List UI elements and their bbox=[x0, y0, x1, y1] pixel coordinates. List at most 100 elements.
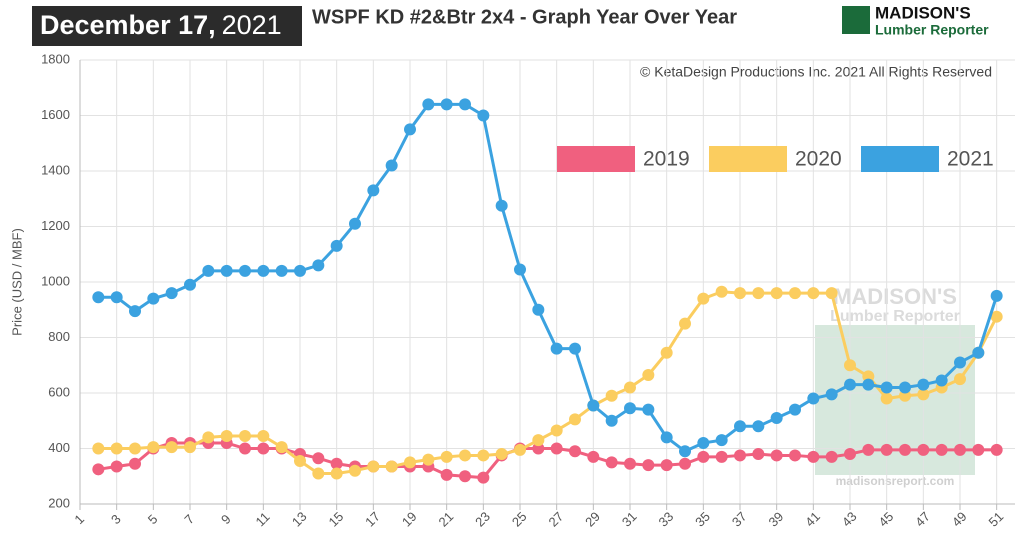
data-point bbox=[990, 310, 1003, 323]
data-point bbox=[715, 434, 728, 447]
logo-top: MADISON'S bbox=[875, 3, 971, 22]
data-point bbox=[514, 443, 526, 456]
date-box bbox=[32, 6, 302, 46]
data-point bbox=[349, 217, 361, 230]
data-point bbox=[312, 259, 325, 272]
data-point bbox=[624, 402, 636, 415]
data-point bbox=[807, 450, 820, 463]
y-tick-label: 1000 bbox=[41, 273, 70, 288]
watermark-text: Lumber Reporter bbox=[830, 308, 960, 325]
x-tick-label: 5 bbox=[145, 511, 161, 527]
data-point bbox=[697, 450, 710, 463]
legend-label: 2020 bbox=[795, 148, 842, 171]
x-tick-label: 35 bbox=[692, 509, 713, 530]
data-point bbox=[275, 441, 288, 454]
data-point bbox=[587, 450, 600, 463]
x-tick-label: 1 bbox=[71, 511, 87, 527]
legend-swatch bbox=[557, 146, 635, 172]
x-tick-label: 51 bbox=[985, 509, 1006, 530]
data-point bbox=[569, 413, 581, 426]
data-point bbox=[715, 285, 728, 298]
data-point bbox=[202, 431, 215, 444]
date-year: 2021 bbox=[222, 10, 282, 40]
data-point bbox=[422, 98, 435, 111]
data-point bbox=[899, 389, 911, 402]
data-point bbox=[275, 264, 288, 277]
data-point bbox=[440, 468, 453, 481]
data-point bbox=[147, 441, 160, 454]
data-point bbox=[825, 450, 838, 463]
data-point bbox=[752, 448, 765, 461]
data-point bbox=[917, 388, 930, 401]
watermark-box bbox=[815, 325, 975, 475]
chart-title: WSPF KD #2&Btr 2x4 - Graph Year Over Yea… bbox=[312, 6, 737, 28]
data-point bbox=[477, 449, 490, 462]
data-point bbox=[202, 264, 215, 277]
y-tick-label: 1600 bbox=[41, 107, 70, 122]
copyright: © KetaDesign Productions Inc. 2021 All R… bbox=[640, 64, 992, 80]
data-point bbox=[459, 98, 471, 111]
x-tick-label: 15 bbox=[325, 509, 346, 530]
data-point bbox=[844, 359, 856, 372]
data-point bbox=[220, 430, 233, 443]
data-point bbox=[440, 450, 453, 463]
data-point bbox=[990, 443, 1003, 456]
x-tick-label: 21 bbox=[435, 509, 456, 530]
data-point bbox=[147, 292, 160, 305]
data-point bbox=[789, 403, 801, 416]
data-point bbox=[312, 467, 325, 480]
data-point bbox=[734, 287, 746, 300]
data-point bbox=[257, 430, 270, 443]
data-point bbox=[495, 199, 508, 212]
data-point bbox=[954, 373, 966, 386]
y-tick-label: 1400 bbox=[41, 162, 70, 177]
logo-icon bbox=[842, 6, 870, 34]
data-point bbox=[385, 460, 398, 473]
data-point bbox=[532, 434, 545, 447]
data-point bbox=[605, 456, 618, 469]
watermark-text: madisonsreport.com bbox=[836, 474, 955, 488]
data-point bbox=[404, 456, 416, 469]
data-point bbox=[367, 184, 380, 197]
data-point bbox=[569, 445, 581, 458]
data-point bbox=[550, 442, 563, 455]
date: December 17, 2021 bbox=[40, 10, 282, 40]
x-tick-label: 39 bbox=[765, 509, 786, 530]
data-point bbox=[862, 443, 875, 456]
data-point bbox=[954, 356, 966, 369]
data-point bbox=[440, 98, 453, 111]
data-point bbox=[569, 342, 581, 355]
y-tick-label: 1200 bbox=[41, 218, 70, 233]
data-point bbox=[679, 317, 691, 330]
data-point bbox=[110, 291, 123, 304]
data-point bbox=[880, 381, 893, 394]
data-point bbox=[165, 441, 178, 454]
data-point bbox=[880, 443, 893, 456]
data-point bbox=[917, 378, 930, 391]
data-point bbox=[257, 264, 270, 277]
watermark-text: MADISON'S bbox=[833, 284, 957, 309]
data-point bbox=[715, 450, 728, 463]
data-point bbox=[899, 443, 911, 456]
x-tick-label: 47 bbox=[912, 509, 933, 530]
data-point bbox=[367, 460, 380, 473]
legend-label: 2019 bbox=[643, 148, 690, 171]
data-point bbox=[587, 399, 600, 412]
x-tick-label: 31 bbox=[619, 509, 640, 530]
data-point bbox=[642, 403, 655, 416]
data-point bbox=[789, 287, 801, 300]
data-point bbox=[734, 449, 746, 462]
data-point bbox=[477, 109, 490, 122]
data-point bbox=[92, 442, 105, 455]
data-point bbox=[92, 291, 105, 304]
data-point bbox=[550, 424, 563, 437]
data-point bbox=[385, 159, 398, 172]
data-point bbox=[752, 420, 765, 433]
data-point bbox=[184, 278, 196, 291]
y-axis-label: Price (USD / MBF) bbox=[9, 228, 24, 336]
data-point bbox=[605, 414, 618, 427]
x-tick-label: 27 bbox=[545, 509, 566, 530]
x-tick-label: 11 bbox=[253, 509, 273, 529]
